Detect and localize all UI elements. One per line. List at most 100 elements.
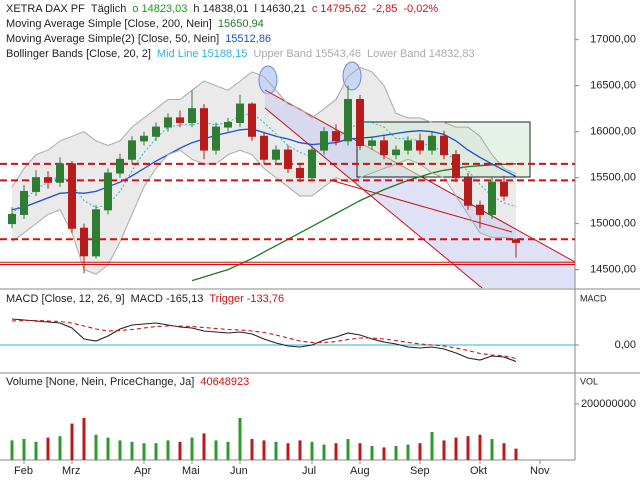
candle-body — [80, 227, 88, 257]
legend-name: Upper Band — [253, 48, 312, 60]
legend-value: 15188,15 — [202, 48, 248, 60]
volume-bar — [118, 440, 122, 460]
candle-body — [404, 140, 412, 151]
volume-bar — [166, 440, 170, 460]
volume-bar — [490, 439, 494, 460]
volume-bar — [310, 441, 314, 460]
candle-body — [500, 181, 508, 197]
volume-bar — [130, 441, 134, 460]
x-tick-label: Sep — [410, 465, 430, 477]
candle-body — [248, 103, 256, 137]
volume-bar — [70, 423, 74, 460]
y-tick-label: 16000,00 — [590, 126, 636, 138]
indicator-line — [191, 163, 517, 282]
candle-body — [104, 172, 112, 211]
candle-body — [320, 131, 328, 151]
volume-bar — [298, 440, 302, 460]
volume-bar — [154, 443, 158, 460]
volume-bar — [514, 448, 518, 460]
candle-body — [284, 149, 292, 169]
volume-bar — [22, 439, 26, 460]
quote-value: -2,85 — [372, 3, 397, 15]
candle-body — [92, 209, 100, 257]
candle-body — [116, 158, 124, 174]
legend-name: MACD — [131, 293, 163, 305]
volume-bar — [406, 444, 410, 460]
candle-body — [212, 126, 220, 151]
legend-name: Mid Line — [157, 48, 199, 60]
band-fill — [12, 67, 516, 275]
candle-body — [308, 149, 316, 179]
macd-line — [11, 319, 517, 359]
trend-line — [329, 179, 513, 233]
candle-body — [344, 98, 352, 142]
legend-name: Moving Average Simple(2) [Close, 50, Nei… — [6, 33, 219, 45]
y-tick-label: 14500,00 — [590, 264, 636, 276]
legend-value: 15512,86 — [225, 33, 271, 45]
candle-body — [392, 149, 400, 156]
x-tick-label: Aug — [350, 465, 370, 477]
candle-body — [140, 135, 148, 142]
volume-bar — [58, 436, 62, 460]
volume-bar — [226, 441, 230, 460]
candle-body — [260, 135, 268, 160]
x-tick-label: Mai — [182, 465, 200, 477]
volume-bar — [82, 418, 86, 460]
volume-bar — [190, 437, 194, 460]
ma50-legend: Moving Average Simple(2) [Close, 50, Nei… — [6, 33, 271, 45]
axis-label: MACD — [580, 293, 607, 303]
volume-bar — [238, 418, 242, 460]
volume-bar — [466, 436, 470, 460]
candle-body — [32, 177, 40, 192]
candle-body — [464, 177, 472, 206]
volume-bar — [178, 441, 182, 460]
candle-body — [428, 135, 436, 151]
candle-body — [452, 154, 460, 179]
candle-body — [152, 126, 160, 137]
candle-body — [380, 140, 388, 156]
x-tick-label: Feb — [14, 465, 33, 477]
marker-bubble — [258, 65, 278, 95]
volume-bar — [334, 443, 338, 460]
candle-body — [44, 177, 52, 183]
quote-value: l 14630,21 — [254, 3, 305, 15]
volume-bar — [274, 441, 278, 460]
x-tick-label: Nov — [530, 465, 550, 477]
x-tick-label: Jul — [302, 465, 316, 477]
y-tick-label: 15500,00 — [590, 172, 636, 184]
quote-value: c 14795,62 — [312, 3, 366, 15]
volume-bar — [430, 432, 434, 460]
main-title-line: XETRA DAX PF Täglich o 14823,03 h 14838,01 l… — [6, 3, 438, 15]
x-tick-label: Okt — [470, 465, 487, 477]
volume-bar — [250, 439, 254, 460]
volume-bar — [286, 443, 290, 460]
interval: Täglich — [91, 3, 126, 15]
volume-bar — [394, 446, 398, 460]
ma200-legend: Moving Average Simple [Close, 200, Nein]… — [6, 18, 264, 30]
volume-bar — [202, 433, 206, 460]
candle-body — [512, 239, 520, 243]
legend-name: Bollinger Bands [Close, 20, 2] — [6, 48, 151, 60]
candle-body — [356, 98, 364, 146]
volume-bar — [502, 443, 506, 460]
y-tick-label: 200000000 — [581, 398, 636, 410]
candle-body — [8, 213, 16, 225]
candle-body — [164, 117, 172, 128]
volume-bar — [262, 440, 266, 460]
x-tick-label: Apr — [134, 465, 151, 477]
x-tick-label: Mrz — [62, 465, 80, 477]
y-tick-label: 0,00 — [615, 339, 636, 351]
quote-value: -0,02% — [403, 3, 438, 15]
volume-bar — [478, 434, 482, 460]
volume-bar — [442, 440, 446, 460]
legend-name: MACD [Close, 12, 26, 9] — [6, 293, 125, 305]
candle-body — [416, 140, 424, 151]
volume-bar — [346, 439, 350, 460]
marker-bubble — [342, 61, 362, 91]
candle-body — [200, 108, 208, 151]
candle-body — [476, 204, 484, 215]
candle-body — [56, 163, 64, 183]
legend-value: 15543,46 — [315, 48, 361, 60]
volume-bar — [454, 437, 458, 460]
